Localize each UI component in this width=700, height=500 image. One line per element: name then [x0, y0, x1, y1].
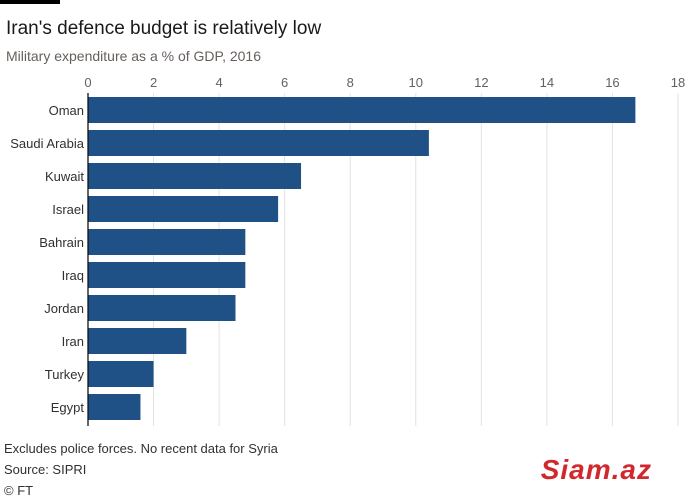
- category-label: Kuwait: [45, 169, 84, 184]
- bar: [88, 97, 636, 123]
- x-tick-label: 4: [215, 75, 222, 90]
- bar: [88, 361, 154, 387]
- x-tick-label: 0: [84, 75, 91, 90]
- bar: [88, 163, 302, 189]
- chart-subtitle: Military expenditure as a % of GDP, 2016: [6, 48, 261, 64]
- credit-line: © FT: [4, 483, 34, 498]
- category-label: Bahrain: [39, 235, 84, 250]
- bar: [88, 295, 236, 321]
- x-tick-label: 6: [281, 75, 288, 90]
- x-tick-label: 2: [150, 75, 157, 90]
- category-label: Jordan: [44, 301, 84, 316]
- x-tick-label: 10: [409, 75, 423, 90]
- chart-title: Iran's defence budget is relatively low: [6, 18, 322, 39]
- x-tick-label: 12: [474, 75, 488, 90]
- category-label: Iran: [62, 334, 84, 349]
- bar: [88, 130, 429, 156]
- bar: [88, 196, 279, 222]
- category-label: Egypt: [51, 400, 85, 415]
- x-tick-label: 14: [540, 75, 554, 90]
- bar: [88, 229, 246, 255]
- category-label: Turkey: [45, 367, 85, 382]
- category-label: Iraq: [62, 268, 84, 283]
- category-label: Saudi Arabia: [10, 136, 84, 151]
- bar: [88, 328, 187, 354]
- footnote: Excludes police forces. No recent data f…: [4, 441, 278, 456]
- bar-chart: 0 2 4 6 8 10 12 14 16 18 Oman Saudi Arabia Kuwait Isr…: [10, 75, 685, 426]
- watermark-logo: Siam.az: [540, 454, 652, 485]
- brand-bar: [0, 0, 60, 4]
- category-label: Oman: [49, 103, 84, 118]
- x-tick-label: 16: [605, 75, 619, 90]
- x-tick-label: 8: [347, 75, 354, 90]
- x-tick-label: 18: [671, 75, 685, 90]
- source-line: Source: SIPRI: [4, 462, 87, 477]
- bar: [88, 394, 141, 420]
- category-label: Israel: [52, 202, 84, 217]
- bar: [88, 262, 246, 288]
